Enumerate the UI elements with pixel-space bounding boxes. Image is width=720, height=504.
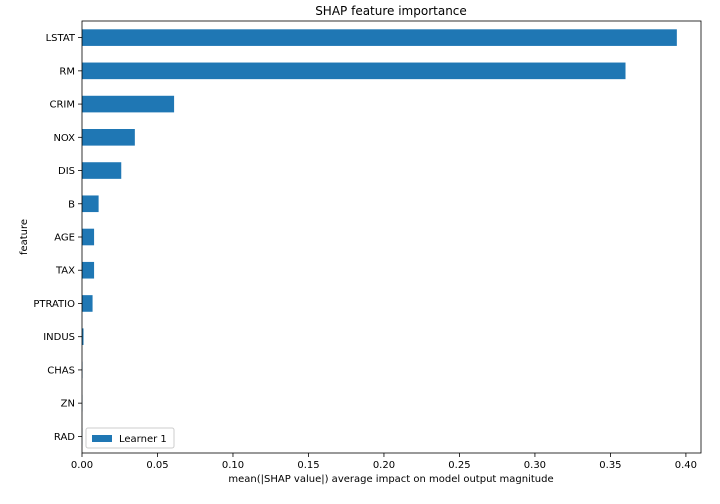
bar-age xyxy=(82,228,95,246)
x-tick-label: 0.35 xyxy=(599,460,621,471)
x-tick-label: 0.05 xyxy=(146,460,168,471)
legend-label: Learner 1 xyxy=(119,434,167,445)
bar-indus xyxy=(82,328,84,345)
x-tick-label: 0.25 xyxy=(448,460,470,471)
y-tick-label: TAX xyxy=(55,266,75,277)
y-axis-label: feature xyxy=(19,219,30,255)
x-tick-label: 0.20 xyxy=(373,460,395,471)
bar-dis xyxy=(82,162,122,179)
legend: Learner 1 xyxy=(85,427,175,449)
bar-lstat xyxy=(82,29,677,46)
y-tick-label: NOX xyxy=(53,133,75,144)
chart-title: SHAP feature importance xyxy=(315,4,467,18)
y-tick-label: AGE xyxy=(54,233,75,244)
bar-b xyxy=(82,195,99,213)
legend-swatch xyxy=(92,435,112,442)
bar-tax xyxy=(82,261,95,279)
x-tick-label: 0.15 xyxy=(297,460,319,471)
bar-ptratio xyxy=(82,295,93,312)
x-tick-label: 0.00 xyxy=(71,460,93,471)
plot-frame xyxy=(81,20,702,454)
y-tick-label: RM xyxy=(59,66,75,77)
x-axis-label: mean(|SHAP value|) average impact on mod… xyxy=(228,474,553,485)
bar-crim xyxy=(82,95,175,113)
bar-nox xyxy=(82,129,135,146)
y-tick-label: CHAS xyxy=(47,365,75,376)
y-tick-label: RAD xyxy=(54,432,75,443)
y-tick-label: DIS xyxy=(58,166,75,177)
x-tick-label: 0.10 xyxy=(222,460,244,471)
y-tick-label: CRIM xyxy=(49,100,75,111)
y-tick-label: B xyxy=(68,199,75,210)
x-tick-label: 0.30 xyxy=(524,460,546,471)
y-tick-label: INDUS xyxy=(43,332,75,343)
y-tick-label: ZN xyxy=(61,399,75,410)
bar-rm xyxy=(82,62,626,80)
x-tick-label: 0.40 xyxy=(675,460,697,471)
legend-box xyxy=(85,427,175,449)
y-tick-label: LSTAT xyxy=(46,33,76,44)
plot-area: LSTAT RM CRIM NOX DIS B AGE TAX PTRATIO INDUS CHAS… xyxy=(33,20,702,471)
y-tick-label: PTRATIO xyxy=(33,299,75,310)
